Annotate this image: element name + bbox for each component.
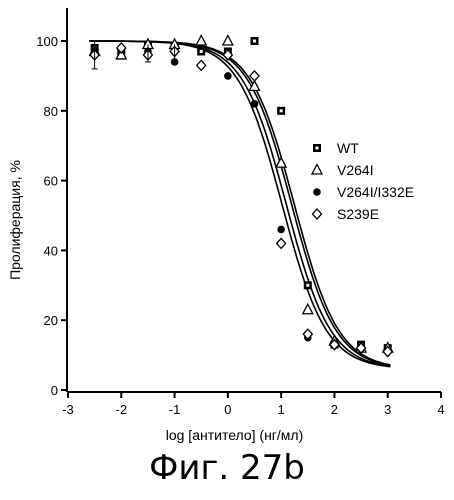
legend: WT V264I V264I/I332E S239E (310, 140, 414, 222)
data-point-s239e (195, 59, 207, 72)
x-tick-label: 2 (331, 402, 338, 417)
chart: -3 -2 -1 0 1 2 3 4 0 20 40 60 80 100 WT V264I V264I/I3… (7, 8, 445, 443)
legend-marker-v264i-i332e (313, 188, 321, 196)
x-tick-label: -3 (62, 402, 74, 417)
data-point-wt (277, 106, 286, 115)
legend-label-s239e: S239E (337, 206, 379, 222)
x-tick-label: 1 (278, 402, 285, 417)
y-tick-label: 80 (44, 104, 58, 119)
x-tick-label: 4 (437, 402, 444, 417)
figure-caption: Фиг. 27b (149, 448, 305, 488)
data-point-wt (197, 47, 206, 56)
data-point-s239e (275, 237, 287, 250)
data-point-v264i-i332e (224, 72, 232, 80)
x-tick-label: 3 (384, 402, 391, 417)
data-point-v264i-i332e (250, 100, 259, 108)
y-axis-title: Пролиферация, % (7, 160, 23, 280)
x-axis-title: log [антитело] (нг/мл) (166, 427, 304, 443)
data-point-s239e (329, 338, 340, 351)
data-point-s239e (249, 69, 260, 82)
data-points (88, 34, 394, 358)
data-point-s239e (302, 328, 314, 341)
data-point-s239e (355, 342, 367, 355)
y-tick-label: 100 (36, 34, 58, 49)
fit-curve-s239e (89, 40, 391, 367)
fit-curve-wt (89, 40, 391, 366)
legend-label-v264i-i332e: V264I/I332E (337, 184, 414, 200)
data-point-v264i (195, 34, 208, 46)
x-axis-ticks: -3 -2 -1 0 1 2 3 4 (62, 392, 445, 417)
data-point-s239e (115, 42, 127, 54)
x-tick-label: -2 (116, 402, 128, 417)
axes (66, 8, 441, 393)
data-point-s239e (222, 48, 234, 61)
data-point-wt (303, 281, 312, 290)
y-tick-label: 40 (44, 243, 58, 258)
data-point-s239e (382, 345, 394, 358)
x-tick-label: 0 (224, 402, 231, 417)
legend-marker-v264i (310, 163, 324, 175)
y-tick-label: 60 (44, 174, 58, 189)
x-tick-label: -1 (169, 402, 181, 417)
y-axis-ticks: 0 20 40 60 80 100 (36, 34, 67, 398)
fit-curve-v264i-i332e (89, 40, 391, 368)
fit-curves (89, 40, 391, 368)
data-point-v264i (248, 79, 261, 92)
data-point-v264i (221, 34, 234, 46)
data-point-v264i-i332e (277, 225, 285, 234)
data-point-v264i (301, 302, 314, 315)
legend-marker-wt (313, 144, 321, 152)
legend-label-wt: WT (337, 140, 359, 156)
y-tick-label: 0 (51, 383, 58, 398)
fit-curve-v264i (89, 40, 391, 367)
data-point-wt (250, 37, 259, 45)
legend-marker-s239e (311, 208, 323, 220)
data-point-v264i (115, 48, 128, 60)
y-tick-label: 20 (44, 313, 58, 328)
legend-label-v264i: V264I (337, 162, 374, 178)
data-point-v264i (275, 156, 288, 168)
